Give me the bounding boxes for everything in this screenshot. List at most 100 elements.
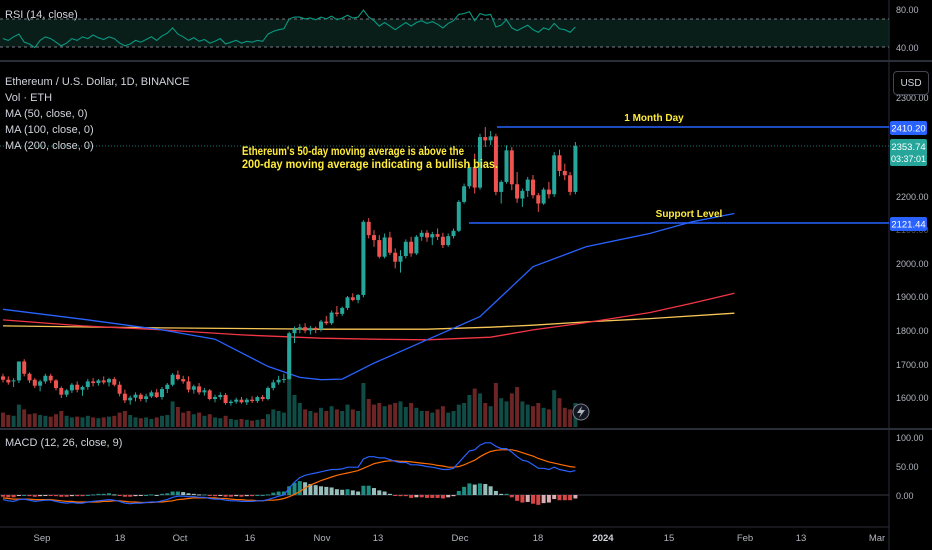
candle-body bbox=[557, 155, 562, 171]
candle-body bbox=[324, 321, 329, 324]
volume-bar bbox=[493, 383, 498, 427]
volume-bar bbox=[488, 406, 493, 427]
ma200-legend[interactable]: MA (200, close, 0) bbox=[5, 140, 94, 152]
macd-histogram-bar bbox=[122, 495, 127, 497]
month-high-level-label: 1 Month Day bbox=[624, 113, 684, 124]
candle-body bbox=[133, 394, 138, 398]
candle-body bbox=[467, 166, 472, 187]
candle-body bbox=[122, 393, 127, 401]
volume-legend[interactable]: Vol · ETH bbox=[5, 92, 53, 104]
candle-body bbox=[54, 380, 58, 389]
currency-button[interactable]: USD bbox=[893, 71, 929, 95]
ma200-line bbox=[2, 312, 735, 330]
candle-body bbox=[308, 327, 313, 331]
volume-bar bbox=[435, 409, 440, 427]
candle-body bbox=[250, 399, 255, 402]
volume-bar bbox=[345, 404, 350, 427]
candle-body bbox=[160, 389, 164, 398]
macd-histogram-bar bbox=[160, 493, 164, 495]
volume-bar bbox=[213, 417, 217, 427]
macd-histogram-bar bbox=[54, 495, 58, 497]
macd-histogram-bar bbox=[228, 495, 233, 497]
macd-axis-tick: 50.00 bbox=[896, 462, 919, 472]
volume-bar bbox=[382, 406, 387, 427]
candle-body bbox=[69, 384, 74, 391]
annotation-line-2: 200-day moving average indicating a bull… bbox=[242, 157, 498, 171]
price-axis-tick: 2000.00 bbox=[896, 259, 929, 269]
macd-histogram-bar bbox=[170, 491, 175, 495]
ma100-legend[interactable]: MA (100, close, 0) bbox=[5, 124, 94, 136]
candle-body bbox=[234, 399, 239, 402]
candle-body bbox=[287, 333, 292, 380]
volume-bar bbox=[128, 415, 133, 427]
candle-body bbox=[488, 136, 493, 141]
annotation-line-1: Ethereum's 50-day moving average is abov… bbox=[242, 144, 464, 158]
candle-body bbox=[493, 136, 498, 192]
volume-bar bbox=[478, 393, 482, 427]
time-axis-tick: 13 bbox=[796, 533, 807, 544]
ma50-legend[interactable]: MA (50, close, 0) bbox=[5, 108, 88, 120]
time-axis-tick: 18 bbox=[533, 533, 544, 544]
macd-histogram-bar bbox=[244, 495, 249, 497]
macd-histogram-bar bbox=[340, 489, 345, 495]
macd-histogram-bar bbox=[499, 493, 504, 495]
candle-body bbox=[483, 137, 488, 141]
macd-histogram-bar bbox=[101, 493, 106, 495]
candle-body bbox=[403, 241, 408, 257]
candle-body bbox=[536, 195, 541, 204]
rsi-legend[interactable]: RSI (14, close) bbox=[5, 9, 78, 21]
macd-histogram-bar bbox=[425, 495, 429, 498]
lightning-icon[interactable] bbox=[572, 403, 590, 421]
macd-histogram-bar bbox=[430, 495, 435, 498]
candle-body bbox=[6, 379, 11, 383]
volume-bar bbox=[170, 401, 175, 427]
candle-body bbox=[191, 386, 196, 390]
volume-bar bbox=[308, 411, 313, 427]
support-level-label: Support Level bbox=[656, 209, 723, 220]
macd-histogram-bar bbox=[292, 482, 297, 495]
macd-histogram-bar bbox=[356, 491, 361, 495]
candle-body bbox=[446, 236, 451, 246]
candle-body bbox=[313, 327, 318, 330]
volume-bar bbox=[414, 407, 419, 427]
time-axis-tick: 15 bbox=[664, 533, 675, 544]
macd-histogram-bar bbox=[59, 495, 64, 497]
candle-body bbox=[266, 388, 270, 400]
support-price-tag-text: 2121.44 bbox=[891, 220, 925, 231]
candle-body bbox=[520, 190, 525, 199]
time-axis-tick: Nov bbox=[314, 533, 331, 544]
volume-bar bbox=[520, 401, 525, 427]
macd-legend[interactable]: MACD (12, 26, close, 9) bbox=[5, 437, 123, 449]
time-axis-tick: 2024 bbox=[592, 533, 614, 544]
macd-histogram-bar bbox=[478, 483, 482, 495]
volume-bar bbox=[138, 418, 143, 427]
candle-body bbox=[38, 381, 43, 386]
macd-histogram-bar bbox=[319, 486, 323, 495]
candle-body bbox=[303, 327, 308, 331]
time-axis-tick: 16 bbox=[245, 533, 256, 544]
candle-body bbox=[16, 361, 21, 381]
volume-bar bbox=[38, 415, 43, 427]
candle-body bbox=[91, 381, 96, 384]
candle-body bbox=[96, 380, 101, 384]
volume-bar bbox=[340, 411, 345, 427]
volume-bar bbox=[552, 390, 557, 427]
symbol-title[interactable]: Ethereum / U.S. Dollar, 1D, BINANCE bbox=[5, 76, 190, 88]
volume-bar bbox=[546, 409, 551, 427]
volume-bar bbox=[393, 403, 398, 427]
rsi-axis-tick: 40.00 bbox=[896, 43, 919, 53]
volume-bar bbox=[531, 406, 535, 427]
volume-bar bbox=[456, 404, 461, 427]
candle-body bbox=[292, 329, 297, 334]
macd-histogram-bar bbox=[568, 495, 573, 501]
last-price-tag bbox=[890, 139, 927, 166]
macd-axis-tick: 0.00 bbox=[896, 491, 914, 501]
candle-body bbox=[11, 380, 16, 382]
candle-body bbox=[329, 312, 334, 324]
volume-bar bbox=[313, 412, 318, 427]
candle-body bbox=[207, 390, 212, 400]
macd-histogram-bar bbox=[186, 493, 191, 495]
macd-histogram-bar bbox=[69, 495, 74, 497]
volume-bar bbox=[223, 415, 228, 427]
